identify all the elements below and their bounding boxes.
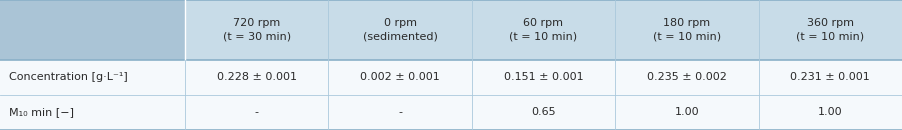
Text: 360 rpm
(t = 10 min): 360 rpm (t = 10 min) (796, 18, 864, 42)
Text: 60 rpm
(t = 10 min): 60 rpm (t = 10 min) (510, 18, 577, 42)
Text: 1.00: 1.00 (675, 108, 699, 117)
Text: 0.65: 0.65 (531, 108, 556, 117)
Text: 1.00: 1.00 (818, 108, 842, 117)
Text: 0.002 ± 0.001: 0.002 ± 0.001 (360, 72, 440, 82)
Text: 0.228 ± 0.001: 0.228 ± 0.001 (216, 72, 297, 82)
Text: -: - (398, 108, 402, 117)
Text: 0.151 ± 0.001: 0.151 ± 0.001 (503, 72, 584, 82)
Bar (0, 0, 185, 60)
Text: 0.231 ± 0.001: 0.231 ± 0.001 (790, 72, 870, 82)
Bar (0, 60, 902, 130)
Text: 0 rpm
(sedimented): 0 rpm (sedimented) (363, 18, 437, 42)
Text: 720 rpm
(t = 30 min): 720 rpm (t = 30 min) (223, 18, 290, 42)
Text: 180 rpm
(t = 10 min): 180 rpm (t = 10 min) (653, 18, 721, 42)
Bar (0, 0, 902, 60)
Text: M₁₀ min [−]: M₁₀ min [−] (9, 108, 74, 117)
Text: Concentration [g·L⁻¹]: Concentration [g·L⁻¹] (9, 72, 128, 82)
Text: 0.235 ± 0.002: 0.235 ± 0.002 (647, 72, 727, 82)
Text: -: - (254, 108, 259, 117)
